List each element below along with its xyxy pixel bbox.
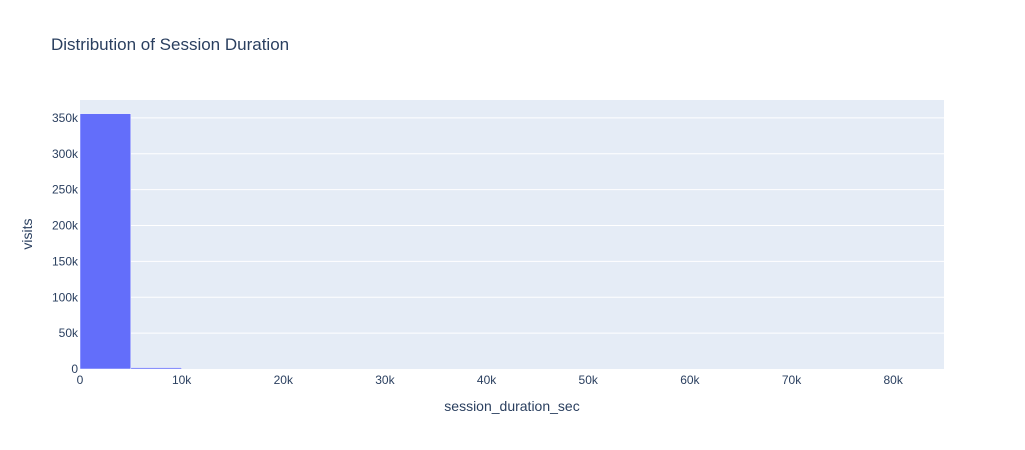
y-tick-label: 250k	[52, 183, 79, 197]
histogram-bars	[79, 113, 182, 370]
y-tick-label: 200k	[52, 219, 79, 233]
x-tick-label: 40k	[477, 373, 497, 387]
x-axis-title: session_duration_sec	[444, 398, 579, 414]
x-tick-label: 30k	[375, 373, 395, 387]
x-tick-label: 10k	[172, 373, 192, 387]
y-tick-label: 150k	[52, 254, 79, 268]
histogram-bar	[79, 113, 132, 370]
y-axis-title: visits	[19, 218, 35, 249]
x-tick-label: 20k	[274, 373, 294, 387]
y-axis-ticks: 0 50k 100k 150k 200k 250k 300k 350k	[52, 111, 79, 376]
chart-title: Distribution of Session Duration	[51, 35, 289, 54]
y-tick-label: 350k	[52, 111, 79, 125]
x-tick-label: 60k	[680, 373, 700, 387]
x-axis-ticks: 0 10k 20k 30k 40k 50k 60k 70k 80k	[77, 373, 904, 387]
x-tick-label: 70k	[782, 373, 802, 387]
x-tick-label: 80k	[883, 373, 903, 387]
histogram-bar	[130, 367, 182, 370]
plot-area	[80, 100, 944, 369]
y-tick-label: 100k	[52, 290, 79, 304]
y-tick-label: 300k	[52, 147, 79, 161]
y-gridlines	[80, 117, 944, 334]
x-tick-label: 50k	[579, 373, 599, 387]
y-tick-label: 50k	[59, 326, 79, 340]
y-tick-label: 0	[71, 362, 78, 376]
x-tick-label: 0	[77, 373, 84, 387]
